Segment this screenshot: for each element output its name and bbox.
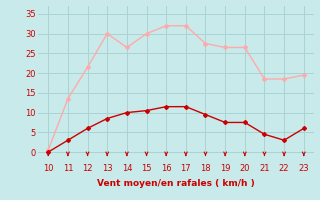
X-axis label: Vent moyen/en rafales ( km/h ): Vent moyen/en rafales ( km/h ): [97, 179, 255, 188]
